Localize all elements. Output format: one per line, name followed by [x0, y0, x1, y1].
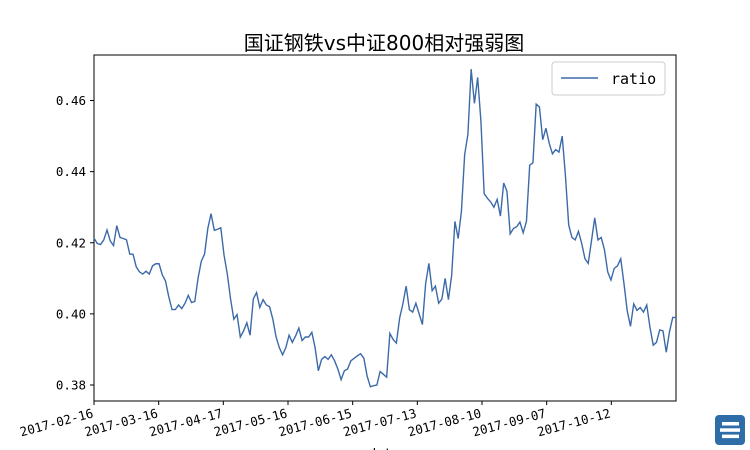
- chart-title: 国证钢铁vs中证800相对强弱图: [244, 31, 524, 55]
- x-tick-label: 2017-05-16: [212, 405, 289, 439]
- series-line-ratio: [93, 69, 676, 388]
- x-tick-label: 2017-02-16: [18, 405, 95, 439]
- legend-box: [551, 61, 666, 96]
- y-axis: 0.38 0.40 0.42 0.44 0.46: [56, 93, 94, 392]
- y-tick-label: 0.44: [56, 164, 86, 179]
- x-tick-label: 2017-04-17: [148, 405, 225, 439]
- x-axis-label: date: [368, 447, 399, 450]
- x-tick-label: 2017-10-12: [536, 405, 613, 439]
- legend-label-ratio: ratio: [611, 70, 656, 88]
- x-axis: 2017-02-162017-03-162017-04-172017-05-16…: [18, 401, 612, 439]
- logo-icon: [715, 415, 745, 445]
- x-tick-label: 2017-03-16: [83, 405, 160, 439]
- y-tick-label: 0.38: [56, 377, 86, 392]
- plot-area: [93, 54, 677, 402]
- legend: ratio: [551, 61, 666, 96]
- x-tick-label: 2017-06-15: [277, 405, 354, 439]
- x-tick-label: 2017-09-07: [471, 405, 548, 439]
- x-tick-label: 2017-08-10: [406, 405, 483, 439]
- x-tick-label: 2017-07-13: [342, 405, 419, 439]
- y-tick-label: 0.46: [56, 93, 86, 108]
- y-tick-label: 0.40: [56, 306, 86, 321]
- y-tick-label: 0.42: [56, 235, 86, 250]
